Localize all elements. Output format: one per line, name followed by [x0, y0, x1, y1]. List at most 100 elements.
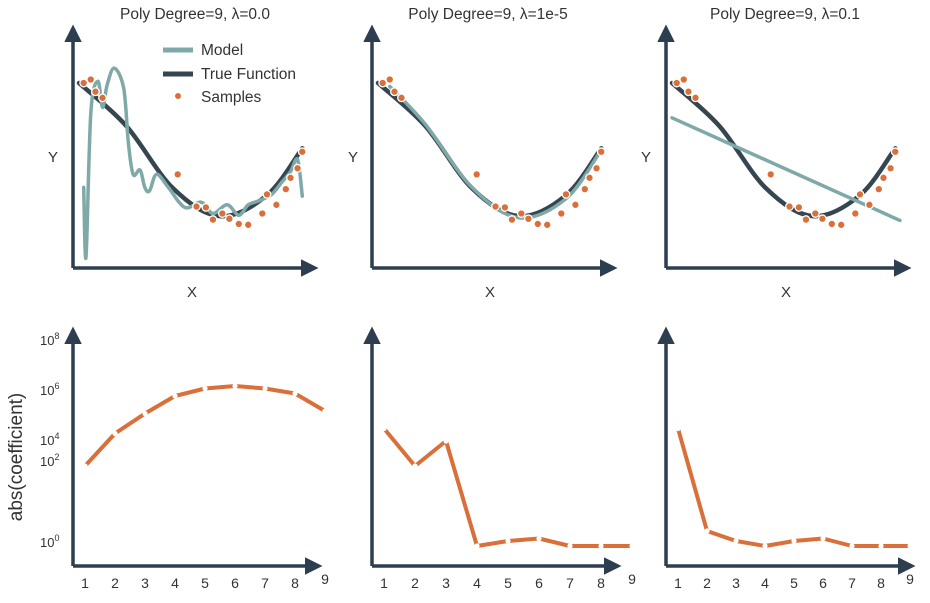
coefficient-point [443, 438, 449, 444]
xlabel-1: X [187, 284, 197, 301]
sample-point [192, 202, 201, 211]
sample-point [90, 87, 100, 97]
coefficient-point [536, 535, 542, 542]
sample-point [879, 173, 888, 183]
sample-point [86, 75, 96, 84]
xlabel-2: X [485, 284, 495, 301]
sample-point [271, 200, 281, 210]
xtick-label: 5 [201, 575, 209, 591]
sample-point [533, 219, 543, 229]
log-ytick-labels: 100 102 104 106 108 [40, 331, 59, 550]
coefficient-axis-label: abs(coefficient) [6, 393, 27, 522]
sample-point [243, 220, 253, 230]
xtick-label: 2 [111, 575, 119, 591]
legend-samples-label: Samples [201, 89, 262, 106]
ylabel-2: Y [348, 149, 358, 166]
sample-point [257, 209, 267, 218]
sample-point [585, 173, 594, 183]
sample-point [794, 202, 804, 212]
sample-point [281, 184, 291, 194]
sample-point [79, 78, 89, 88]
coefficient-point [292, 390, 298, 397]
xtick-label: 6 [819, 575, 827, 591]
model-line [388, 84, 604, 220]
sample-point [890, 147, 900, 157]
xtick-label: 2 [411, 575, 419, 591]
sample-point [297, 147, 307, 157]
sample-point [691, 93, 700, 103]
coefficient-point [567, 543, 573, 549]
ytick-label: 102 [40, 452, 59, 469]
sample-point [217, 209, 227, 218]
xtick-label: 3 [732, 575, 740, 591]
xtick-label: 3 [442, 575, 450, 591]
xtick-label: 9 [321, 571, 329, 587]
xtick-label: 1 [81, 575, 89, 591]
sample-point [855, 189, 865, 199]
coefficient-point [474, 543, 480, 549]
sample-point [561, 189, 571, 199]
sample-point [378, 78, 388, 88]
coefficient-point [762, 543, 768, 549]
ytick-label: 108 [40, 331, 59, 348]
panel-title-1: Poly Degree=9, λ=0.0 [120, 6, 270, 23]
sample-point [397, 93, 406, 103]
sample-point [224, 214, 234, 224]
xtick-label: 1 [380, 575, 388, 591]
legend-model-label: Model [201, 42, 243, 59]
ytick-label: 106 [40, 381, 59, 398]
xtick-label: 5 [504, 575, 512, 591]
sample-point [293, 163, 302, 173]
ylabel-1: Y [48, 149, 58, 166]
xtick-label: 7 [566, 575, 574, 591]
sample-point [827, 219, 837, 229]
legend: Model True Function Samples [163, 42, 296, 106]
sample-point [785, 202, 794, 211]
sample-point [679, 75, 689, 84]
coefficient-line [83, 384, 327, 468]
coefficient-point [172, 393, 178, 399]
coefficient-point [820, 535, 826, 542]
coefficient-point [202, 385, 208, 392]
sample-point [173, 169, 183, 179]
sample-point [507, 215, 517, 225]
sample-point [592, 163, 601, 173]
xtick-label: 2 [703, 575, 711, 591]
sample-point [234, 219, 244, 229]
legend-samples-marker [175, 93, 181, 99]
coefficient-point [598, 543, 604, 549]
sample-point [580, 184, 590, 194]
sample-point [491, 202, 500, 211]
xtick-label: 8 [291, 575, 299, 591]
xlabel-3: X [781, 284, 791, 301]
sample-point [208, 215, 218, 225]
coefficient-point [505, 538, 511, 544]
coefficient-point [381, 425, 387, 432]
xtick-label: 1 [674, 575, 682, 591]
sample-point [201, 202, 211, 212]
xtick-label: 4 [761, 575, 769, 591]
coefficient-point [412, 463, 418, 469]
coefficient-point [142, 410, 148, 417]
xtick-label: 3 [141, 575, 149, 591]
ytick-label: 104 [40, 431, 59, 448]
model-line [670, 116, 902, 223]
sample-point [874, 184, 884, 194]
sample-point [766, 169, 776, 179]
coefficient-point [907, 543, 913, 549]
sample-point [850, 209, 860, 218]
coefficient-point [675, 425, 681, 432]
sample-point [672, 78, 682, 88]
coefficient-point [733, 538, 739, 544]
sample-point [500, 202, 510, 212]
sample-point [262, 189, 272, 199]
sample-point [836, 220, 846, 230]
sample-point [684, 87, 693, 97]
sample-point [472, 169, 482, 179]
coefficient-point [791, 538, 797, 544]
panel-title-3: Poly Degree=9, λ=0.1 [710, 6, 860, 23]
sample-point [801, 215, 811, 225]
plots: 1 2 3 4 5 6 7 8 9 1 2 3 4 5 6 7 8 9 1 2 3 4 5 6 7 8 9 [64, 24, 916, 591]
coefficient-line [382, 426, 634, 548]
